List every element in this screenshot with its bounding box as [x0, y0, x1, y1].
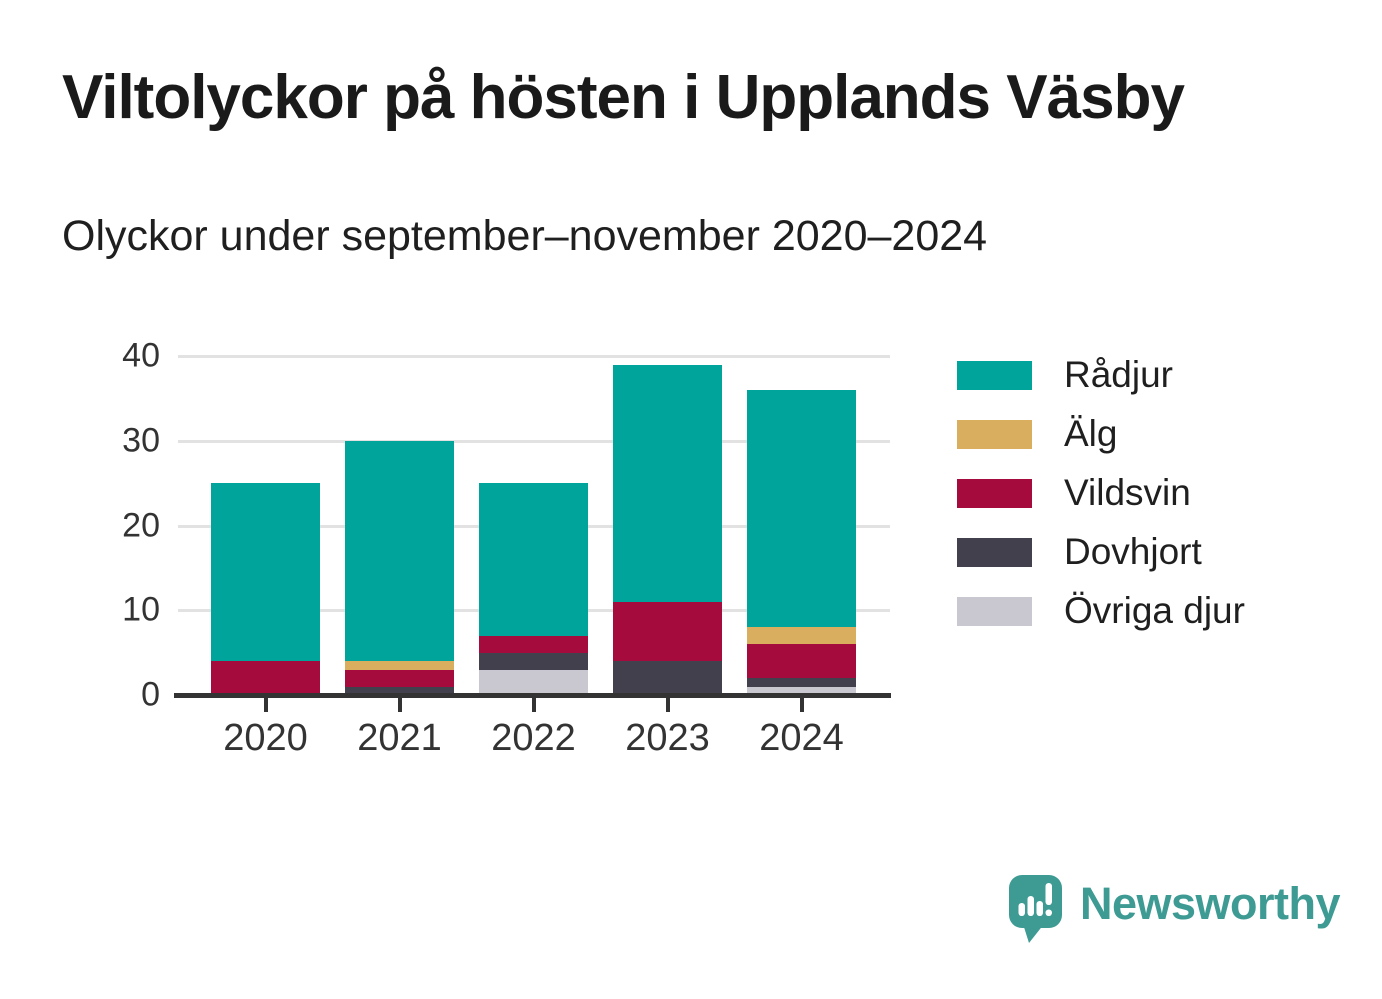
bar-segment-2023-vildsvin — [613, 601, 722, 662]
bar-segment-2024-älg — [747, 627, 856, 645]
x-axis-tick — [263, 698, 268, 712]
y-axis-tick-label: 40 — [122, 336, 160, 375]
legend-swatch — [957, 537, 1032, 567]
newsworthy-bubble-icon — [1009, 875, 1062, 943]
x-axis-tick — [397, 698, 402, 712]
bar-segment-2024-vildsvin — [747, 644, 856, 679]
x-axis-tick-label-2023: 2023 — [625, 717, 710, 759]
chart-legend: Rådjur Älg Vildsvin Dovhjort Övriga djur — [957, 354, 1245, 655]
legend-label: Vildsvin — [1064, 472, 1191, 513]
stacked-bar-2020 — [211, 483, 320, 695]
bar-segment-2024-rådjur — [747, 389, 856, 628]
x-axis-tick-label-2020: 2020 — [223, 717, 308, 759]
stacked-bar-2023 — [613, 364, 722, 695]
bar-segment-2023-dovhjort — [613, 661, 722, 695]
legend-item-älg: Älg — [957, 413, 1245, 454]
x-axis-tick-label-2024: 2024 — [759, 717, 844, 759]
legend-item-rådjur: Rådjur — [957, 354, 1245, 395]
gridline-y30 — [178, 439, 890, 443]
gridline-y40 — [178, 355, 890, 358]
bar-segment-2022-dovhjort — [479, 652, 588, 670]
legend-item-vildsvin: Vildsvin — [957, 472, 1245, 513]
y-axis-tick-label: 10 — [122, 590, 160, 629]
x-axis-tick — [665, 698, 670, 712]
x-axis-tick — [531, 698, 536, 712]
bar-segment-2022-rådjur — [479, 483, 588, 636]
legend-swatch — [957, 419, 1032, 449]
y-axis-tick-label: 30 — [122, 421, 160, 460]
bar-segment-2020-vildsvin — [211, 661, 320, 695]
bar-segment-2021-älg — [345, 661, 454, 670]
plot-area: 0 10 20 30 40 — [122, 337, 890, 714]
stacked-bar-2024 — [747, 389, 856, 695]
bar-segment-2023-rådjur — [613, 364, 722, 602]
bar-segment-2020-rådjur — [211, 483, 320, 662]
newsworthy-logo: Newsworthy — [1008, 874, 1341, 944]
y-axis-tick-label: 20 — [122, 506, 160, 544]
legend-swatch — [957, 478, 1032, 508]
legend-item-dovhjort: Dovhjort — [957, 531, 1245, 572]
legend-item-övriga-djur: Övriga djur — [957, 590, 1245, 631]
x-axis-tick-label-2021: 2021 — [357, 717, 442, 759]
legend-label: Älg — [1064, 413, 1118, 454]
legend-label: Dovhjort — [1064, 531, 1202, 572]
bar-segment-2024-dovhjort — [747, 678, 856, 687]
bar-segment-2021-rådjur — [345, 440, 454, 662]
y-axis-tick-label: 0 — [141, 675, 160, 714]
x-axis-line — [174, 693, 891, 698]
legend-swatch — [957, 360, 1032, 390]
bar-segment-2022-övriga-djur — [479, 669, 588, 695]
x-axis-tick-label-2022: 2022 — [491, 717, 576, 759]
page-title: Viltolyckor på hösten i Upplands Väsby — [62, 63, 1185, 132]
bar-segment-2021-dovhjort — [345, 686, 454, 695]
bar-segment-2021-vildsvin — [345, 669, 454, 687]
x-axis-tick — [799, 698, 804, 712]
legend-label: Rådjur — [1064, 354, 1173, 395]
bar-segment-2024-övriga-djur — [747, 686, 856, 695]
legend-swatch — [957, 596, 1032, 626]
bar-segment-2022-vildsvin — [479, 635, 588, 653]
stacked-bar-2021 — [345, 440, 454, 695]
stacked-bar-2022 — [479, 483, 588, 695]
newsworthy-wordmark: Newsworthy — [1080, 878, 1341, 929]
chart-subtitle: Olyckor under september–november 2020–20… — [62, 212, 988, 260]
legend-label: Övriga djur — [1064, 590, 1245, 631]
